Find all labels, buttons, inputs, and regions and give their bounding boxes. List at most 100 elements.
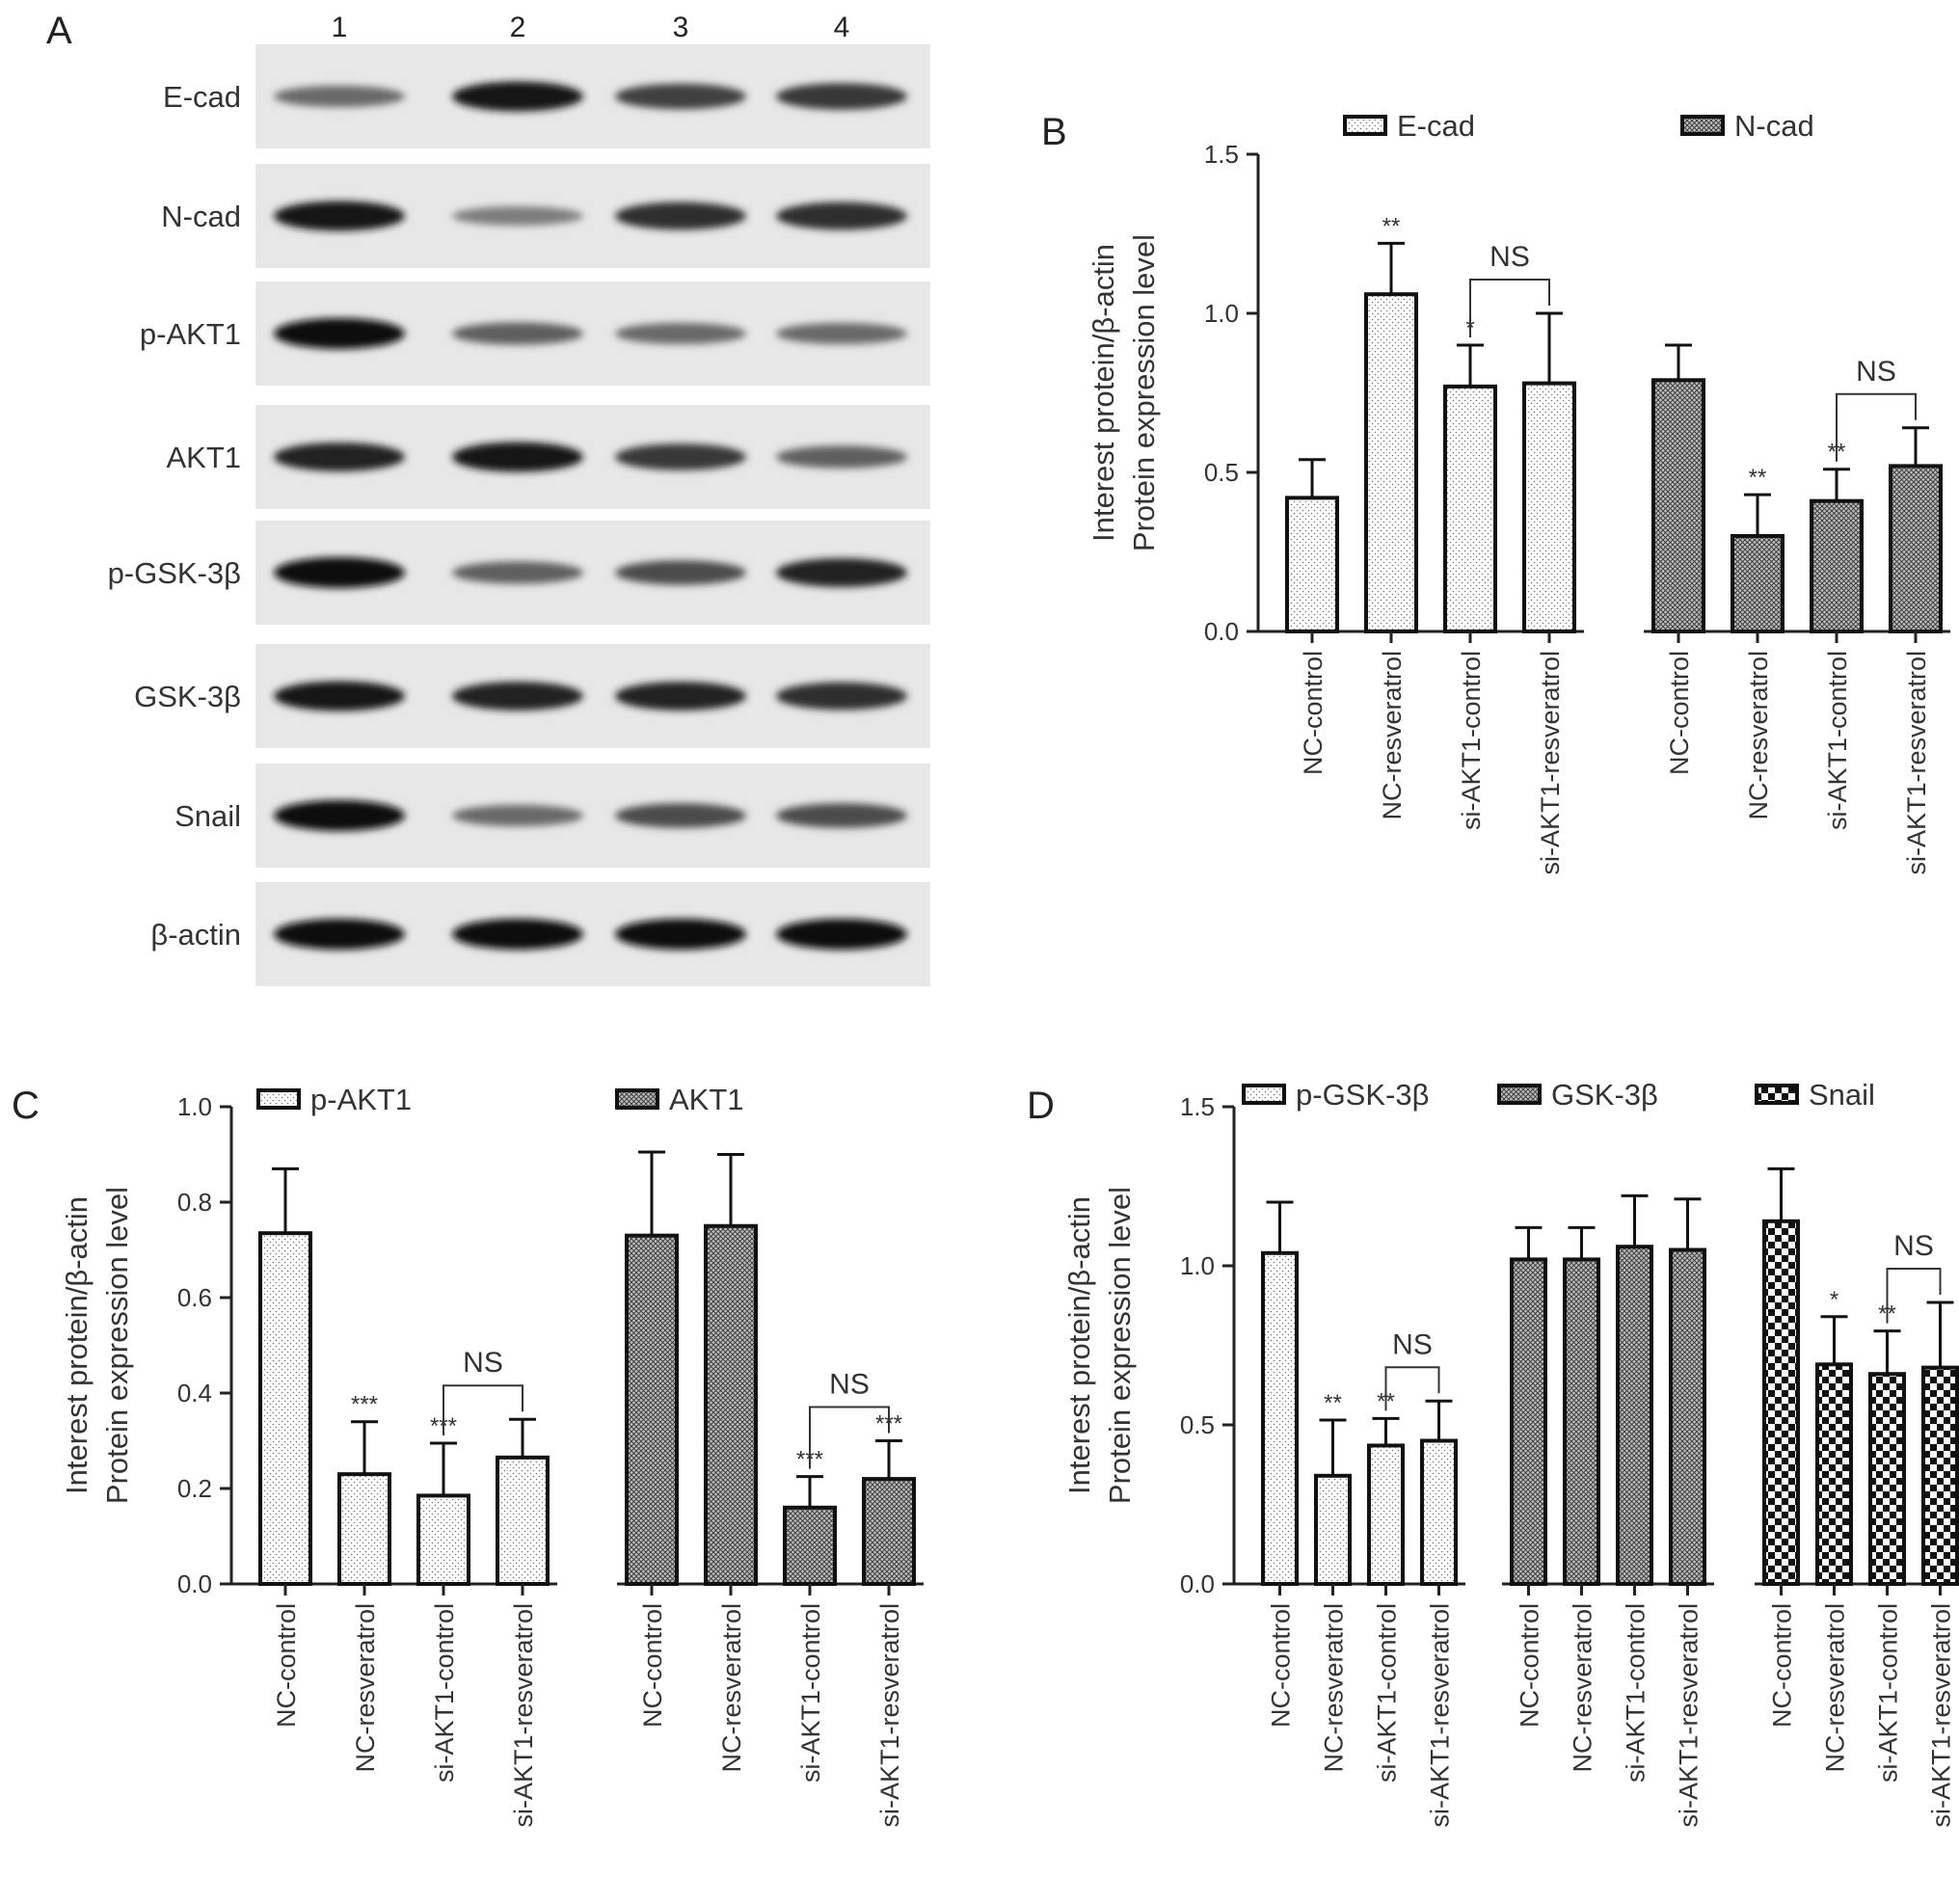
x-tick-label: si-AKT1-control: [1874, 1603, 1903, 1783]
y-tick-label: 0.2: [177, 1474, 212, 1503]
y-axis-title: Protein expression level: [100, 1187, 134, 1504]
blot-row-label: p-AKT1: [140, 317, 241, 351]
panel-letter-c: C: [12, 1085, 40, 1127]
x-tick-label: si-AKT1-control: [1457, 651, 1486, 830]
x-tick-label: si-AKT1-control: [1373, 1603, 1402, 1783]
x-tick-label: NC-resveratrol: [1744, 651, 1773, 820]
y-tick-label: 0.0: [1204, 617, 1239, 646]
ns-label: NS: [1392, 1328, 1433, 1360]
y-tick-label: 0.6: [177, 1283, 212, 1312]
bar: [1651, 378, 1705, 633]
y-tick-label: 1.0: [177, 1092, 212, 1121]
y-tick-label: 0.5: [1180, 1410, 1215, 1439]
lane-label: 1: [332, 12, 348, 43]
legend-label: GSK-3β: [1551, 1078, 1658, 1112]
legend-label: p-GSK-3β: [1296, 1078, 1429, 1112]
blot-row-label: E-cad: [163, 80, 241, 114]
bar: [1889, 464, 1943, 633]
bar: [337, 1472, 391, 1587]
legend-swatch: [256, 1088, 301, 1110]
blot-band: [776, 201, 907, 230]
blot-band: [452, 561, 583, 584]
blot-band: [274, 919, 405, 950]
blot-band: [615, 201, 746, 230]
bar: [704, 1223, 758, 1586]
chart-b: 0.0 0.5 1.0 1.5 Interest protein/β-actin Prot…: [1087, 109, 1950, 875]
y-tick-label: 0.0: [177, 1569, 212, 1598]
legend-swatch: [1497, 1084, 1542, 1105]
blot-band: [274, 800, 405, 831]
y-axis-title: Protein expression level: [1103, 1187, 1137, 1504]
x-tick-label: si-AKT1-resveratrol: [1426, 1603, 1455, 1828]
y-tick-label: 1.0: [1180, 1251, 1215, 1280]
blot-band: [615, 443, 746, 470]
bar: [625, 1233, 679, 1587]
blot-band: [776, 682, 907, 711]
panel-letter-a: A: [46, 10, 72, 52]
legend-swatch: [1755, 1084, 1799, 1105]
blot-band: [776, 558, 907, 587]
blot-band: [776, 803, 907, 828]
bar: [1522, 381, 1576, 633]
x-tick-label: si-AKT1-control: [430, 1603, 459, 1783]
y-tick-label: 0.4: [177, 1379, 212, 1408]
legend-swatch: [615, 1088, 659, 1110]
bar: [1420, 1438, 1458, 1586]
bar: [1731, 534, 1785, 633]
blot-band: [452, 804, 583, 827]
x-tick-label: NC-control: [638, 1603, 667, 1728]
blot-band: [776, 445, 907, 469]
bar: [1563, 1257, 1600, 1587]
chart-d: 0.0 0.5 1.0 1.5 Interest protein/β-actin Prot…: [1062, 1078, 1959, 1828]
ns-bracket: [809, 1406, 890, 1469]
significance-mark: ***: [351, 1392, 378, 1418]
y-tick-label: 1.5: [1180, 1092, 1215, 1121]
y-tick-label: 0.8: [177, 1188, 212, 1217]
bar: [1815, 1362, 1853, 1587]
x-tick-label: NC-control: [1267, 1603, 1296, 1728]
y-axis-title: Interest protein/β-actin: [60, 1196, 94, 1494]
lane-label: 3: [673, 12, 689, 43]
x-tick-label: NC-control: [1516, 1603, 1544, 1728]
x-tick-label: NC-resveratrol: [1821, 1603, 1850, 1773]
y-axis-title: Protein expression level: [1127, 234, 1161, 551]
legend-label: Snail: [1809, 1078, 1875, 1112]
blot-band: [615, 803, 746, 828]
bar: [1810, 498, 1864, 634]
bar: [783, 1505, 837, 1587]
y-tick-label: 1.5: [1204, 140, 1239, 169]
x-tick-label: si-AKT1-resveratrol: [1675, 1603, 1704, 1828]
blot-band: [615, 560, 746, 585]
panel-letter-b: B: [1041, 111, 1067, 153]
legend-label: p-AKT1: [310, 1083, 412, 1116]
y-axis-title: Interest protein/β-actin: [1062, 1196, 1096, 1494]
panel-letter-d: D: [1027, 1085, 1055, 1127]
x-tick-label: si-AKT1-resveratrol: [1536, 651, 1565, 875]
legend-label: AKT1: [669, 1083, 744, 1116]
blot-row-label: AKT1: [166, 441, 241, 474]
bar: [1443, 384, 1497, 633]
bar: [1364, 292, 1418, 633]
x-tick-label: NC-control: [1768, 1603, 1797, 1728]
blot-band: [615, 83, 746, 110]
blot-band: [452, 81, 583, 112]
bar: [1285, 496, 1339, 634]
legend-swatch: [1680, 115, 1725, 136]
x-tick-label: si-AKT1-resveratrol: [1902, 651, 1931, 875]
blot-band: [274, 557, 405, 588]
ns-label: NS: [1893, 1230, 1934, 1262]
blot-band: [274, 85, 405, 108]
ns-label: NS: [1856, 356, 1896, 388]
blot-band: [452, 322, 583, 345]
ns-bracket: [1886, 1267, 1942, 1324]
significance-mark: **: [1382, 213, 1401, 239]
x-tick-label: NC-control: [1665, 651, 1694, 775]
blot-band: [776, 322, 907, 345]
ns-bracket: [1836, 392, 1917, 462]
bar: [258, 1231, 312, 1587]
y-tick-label: 0.5: [1204, 458, 1239, 487]
x-tick-label: NC-control: [1299, 651, 1328, 775]
x-tick-label: si-AKT1-control: [1622, 1603, 1650, 1783]
blot-band: [615, 919, 746, 950]
